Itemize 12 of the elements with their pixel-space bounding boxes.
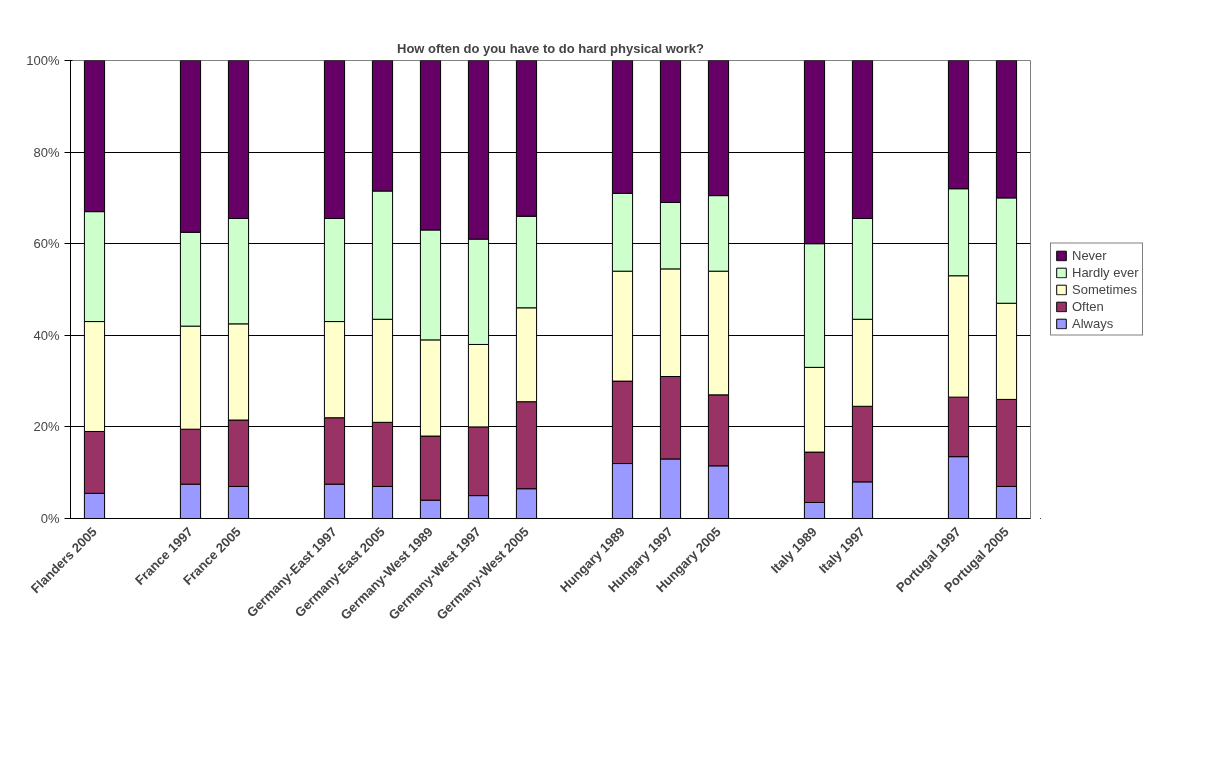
- legend-label: Never: [1072, 247, 1107, 263]
- legend-label: Sometimes: [1072, 281, 1138, 297]
- chart-title: How often do you have to do hard physical work?: [397, 40, 705, 56]
- y-tick-label: 60%: [33, 236, 60, 252]
- y-tick-label: 100%: [26, 53, 60, 68]
- y-tick-label: 80%: [33, 144, 60, 160]
- legend-label: Often: [1072, 298, 1104, 314]
- y-tick-label: 0%: [40, 511, 60, 526]
- legend-label: Hardly ever: [1072, 264, 1139, 280]
- y-tick-label: 20%: [33, 419, 60, 435]
- legend-label: Always: [1072, 315, 1114, 331]
- y-tick-label: 40%: [33, 327, 60, 343]
